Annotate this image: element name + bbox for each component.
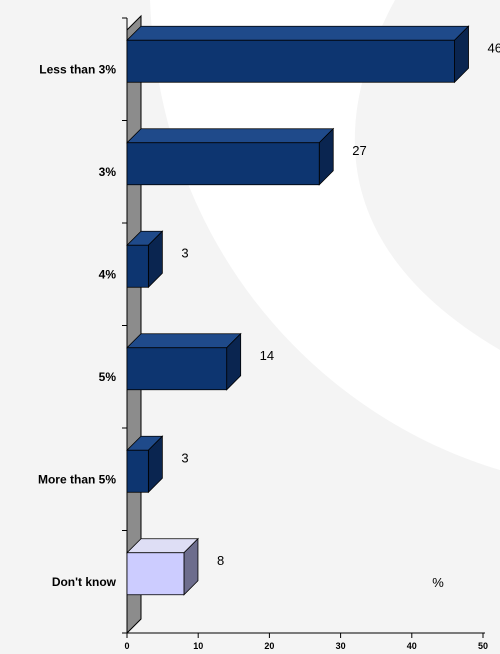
value-label: 27 <box>352 143 366 158</box>
unit-label: % <box>432 575 444 590</box>
x-tick-label: 10 <box>193 641 203 651</box>
bar-top-face <box>126 128 335 144</box>
bar-top-face <box>126 333 242 349</box>
x-tick-label: 30 <box>336 641 346 651</box>
y-axis-ticks <box>122 17 127 634</box>
value-label: 46 <box>488 40 500 55</box>
bar-don-t-know <box>126 537 199 596</box>
category-label: 4% <box>99 267 117 281</box>
category-label: 3% <box>99 165 117 179</box>
bar-front-face <box>126 244 149 288</box>
bar-4 <box>126 230 164 289</box>
x-tick-label: 40 <box>407 641 417 651</box>
bar-front-face <box>126 552 185 596</box>
x-tick-label: 0 <box>124 641 129 651</box>
bar-3 <box>126 127 335 186</box>
category-labels: Less than 3% 3% 4% 5% More than 5% Don't know <box>38 62 117 589</box>
bar-front-face <box>126 449 149 493</box>
category-label: Less than 3% <box>39 62 116 76</box>
category-label: 5% <box>99 370 117 384</box>
bar-more-than-5 <box>126 435 164 494</box>
bar-front-face <box>126 347 228 391</box>
bar-front-face <box>126 142 320 186</box>
category-label: Don't know <box>52 575 117 589</box>
value-label: 3 <box>181 450 188 465</box>
x-tick-label: 20 <box>264 641 274 651</box>
bar-top-face <box>126 25 470 41</box>
x-tick-label: 50 <box>478 641 488 651</box>
bar-front-face <box>126 39 455 83</box>
category-label: More than 5% <box>38 472 116 486</box>
bars <box>126 25 470 596</box>
bar-5 <box>126 332 242 391</box>
bar-less-than-3 <box>126 25 470 84</box>
value-labels: 46 27 3 14 3 8 <box>181 40 500 568</box>
value-label: 3 <box>181 245 188 260</box>
x-axis-ticks: 0 10 20 30 40 50 <box>124 633 488 651</box>
value-label: 8 <box>217 553 224 568</box>
background-swoosh <box>150 0 500 470</box>
value-label: 14 <box>260 348 274 363</box>
